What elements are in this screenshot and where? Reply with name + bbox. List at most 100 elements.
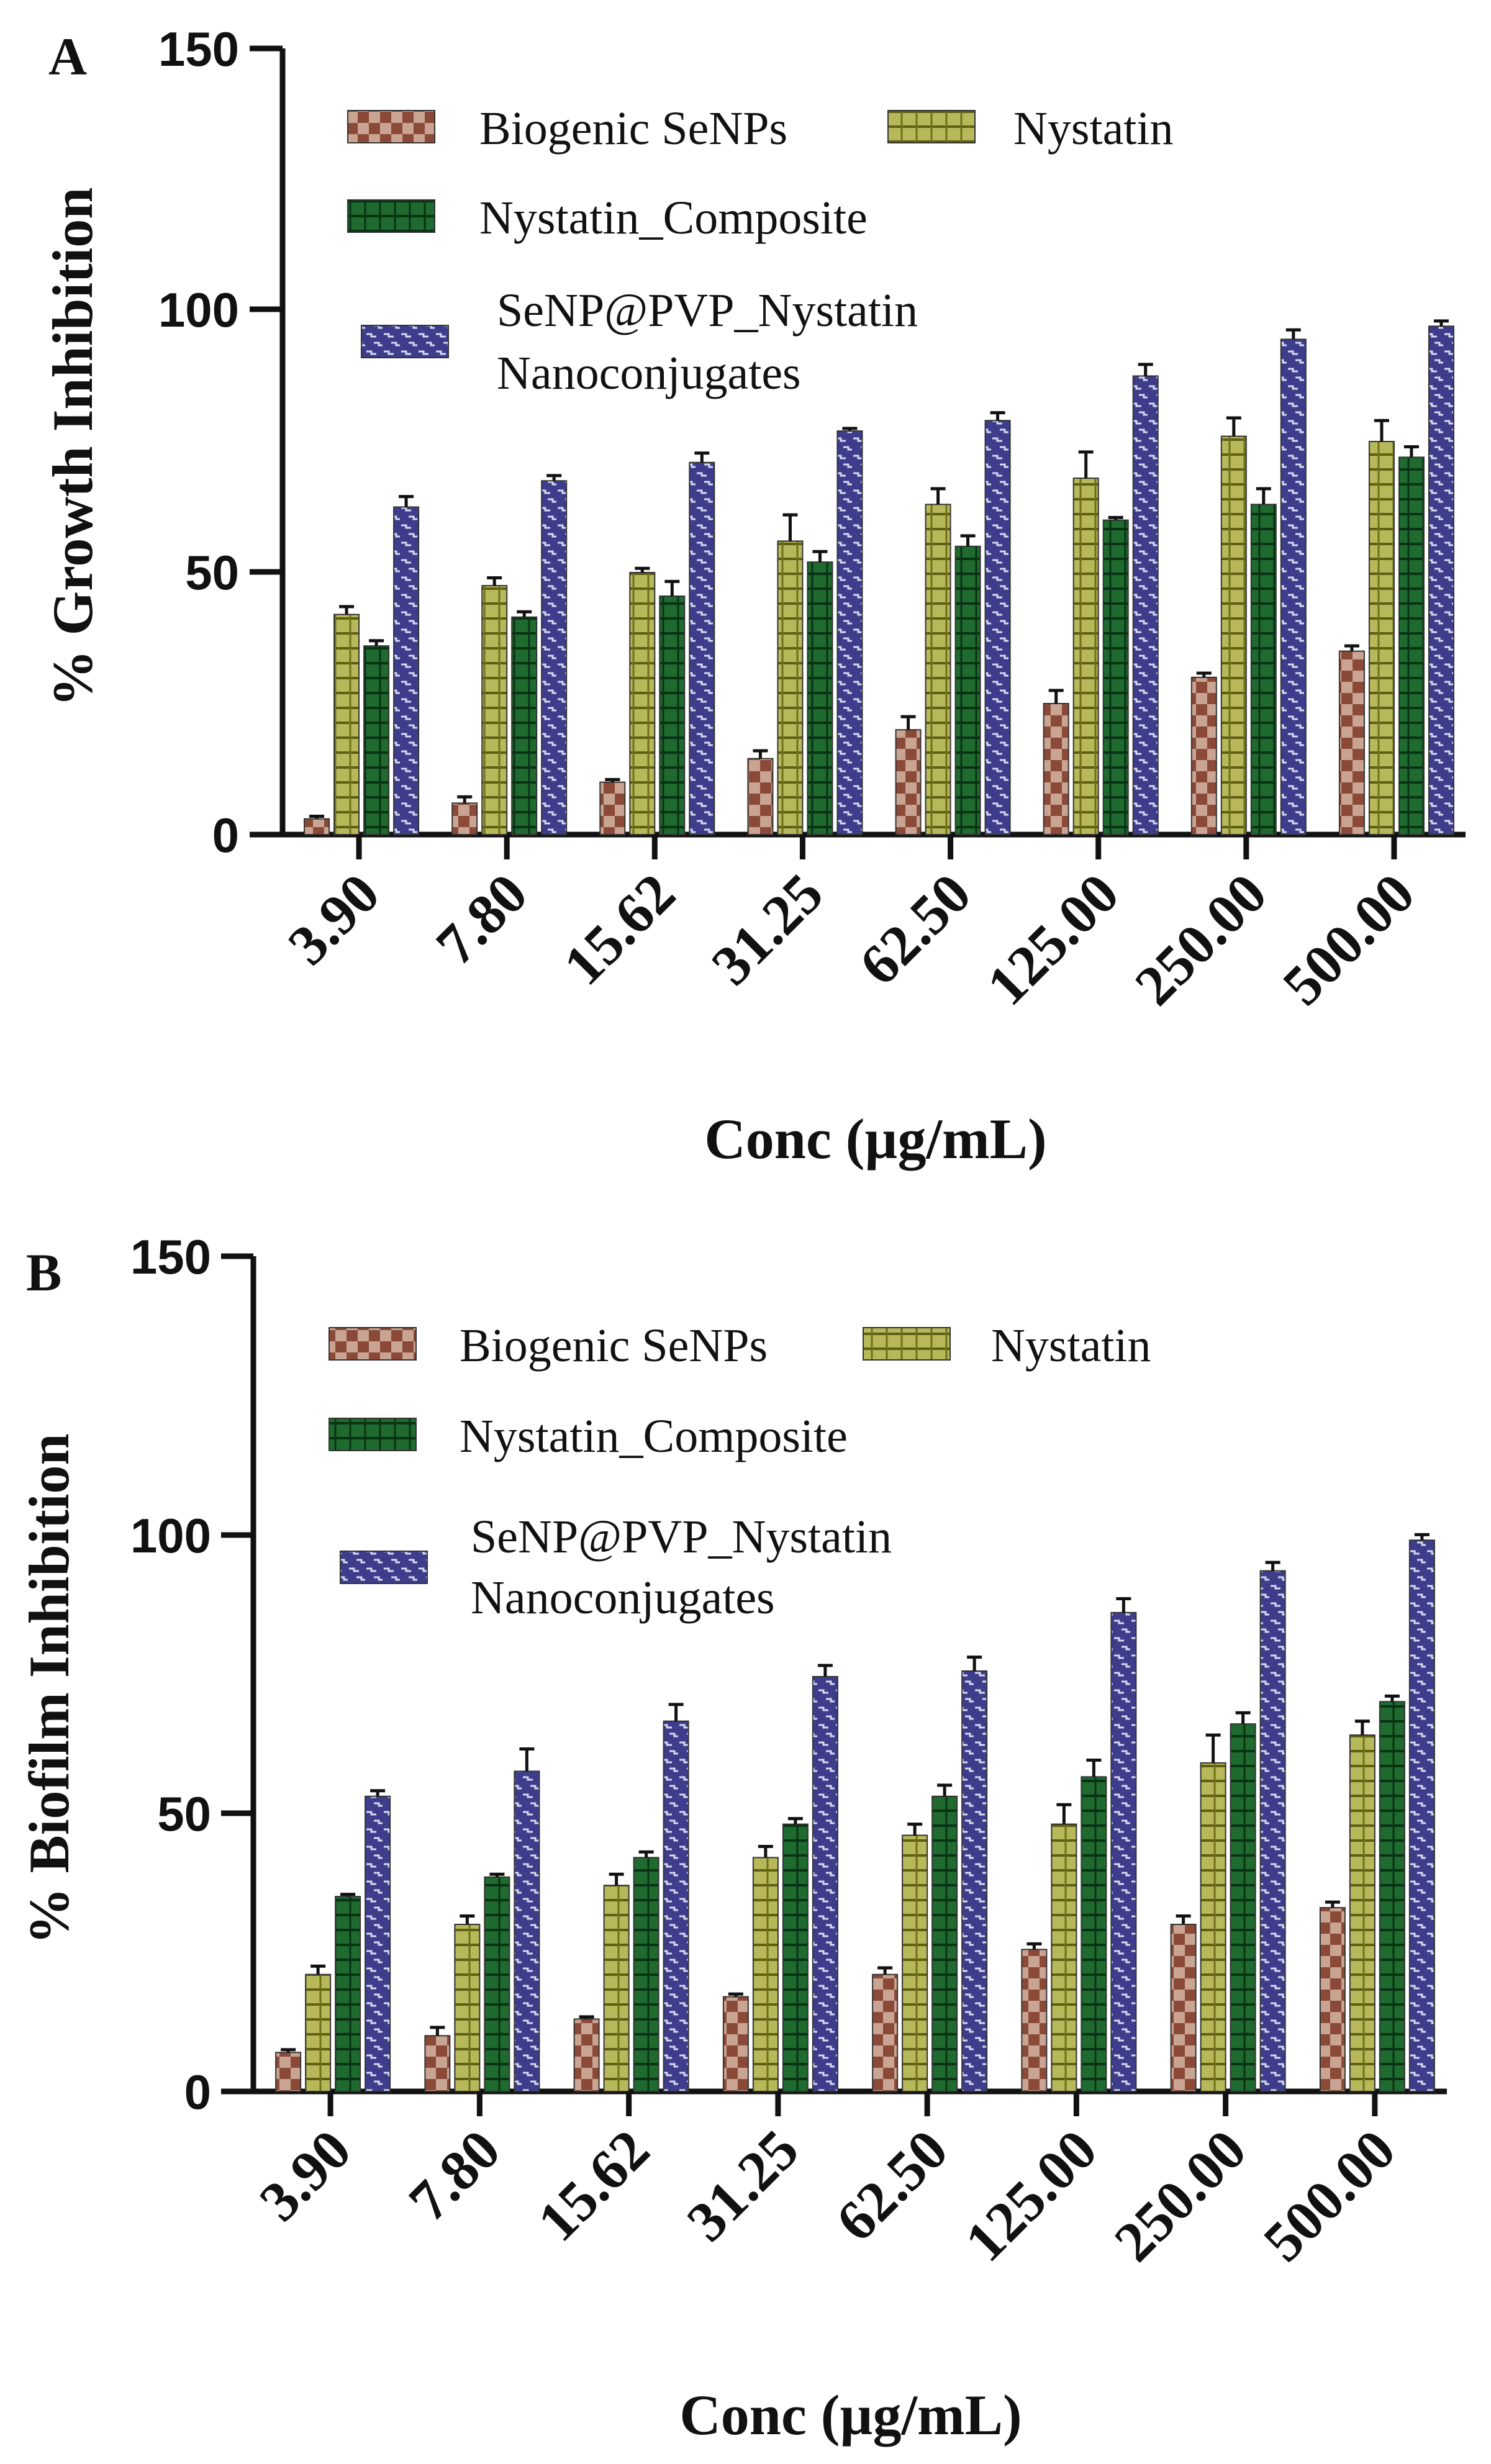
error-bar-nystatin-3.90 xyxy=(310,1964,326,1975)
bar-composite-7.80 xyxy=(484,1876,510,2093)
error-bar-conjugate-3.90 xyxy=(370,1789,386,1796)
bar-composite-62.50 xyxy=(954,545,981,835)
bar-senp-125.00 xyxy=(1021,1949,1048,2093)
error-bar-nystatin-62.50 xyxy=(907,1823,923,1836)
error-bar-conjugate-500.00 xyxy=(1414,1533,1430,1541)
bar-conjugate-3.90 xyxy=(393,506,420,835)
error-bar-conjugate-31.25 xyxy=(817,1664,833,1677)
bar-nystatin-31.25 xyxy=(777,540,804,835)
bar-conjugate-62.50 xyxy=(984,420,1011,835)
error-bar-senp-15.62 xyxy=(605,777,620,782)
x-tick-label: 500.00 xyxy=(1271,861,1426,1017)
bar-nystatin-3.90 xyxy=(333,614,360,836)
bar-nystatin-7.80 xyxy=(481,585,508,835)
error-bar-composite-3.90 xyxy=(340,1893,356,1897)
error-bar-conjugate-125.00 xyxy=(1138,363,1153,376)
panel-a: A 0 50 100 150 % Growth Inhibition 3.90 7… xyxy=(41,22,1466,1171)
error-bar-senp-15.62 xyxy=(579,2015,594,2019)
bar-conjugate-31.25 xyxy=(812,1675,838,2093)
bar-senp-7.80 xyxy=(424,2035,451,2092)
bars-a xyxy=(304,319,1454,836)
bar-conjugate-3.90 xyxy=(365,1795,391,2092)
error-bar-conjugate-7.80 xyxy=(519,1747,535,1772)
bar-nystatin-250.00 xyxy=(1220,435,1247,835)
legend-swatch-conjugate xyxy=(361,325,449,358)
bar-conjugate-7.80 xyxy=(514,1770,540,2093)
error-bar-composite-62.50 xyxy=(937,1783,953,1796)
x-tick-label: 250.00 xyxy=(1102,2118,1258,2273)
x-axis-title-a: Conc (µg/mL) xyxy=(704,1107,1046,1171)
bar-nystatin-7.80 xyxy=(454,1924,481,2092)
bar-conjugate-250.00 xyxy=(1259,1570,1286,2093)
error-bar-nystatin-31.25 xyxy=(782,513,798,541)
bar-composite-125.00 xyxy=(1081,1776,1107,2092)
bar-composite-125.00 xyxy=(1102,519,1129,835)
bar-conjugate-125.00 xyxy=(1110,1611,1137,2093)
bar-senp-15.62 xyxy=(599,781,626,835)
legend-swatch-senp xyxy=(329,1327,417,1361)
y-tick-label: 100 xyxy=(158,283,239,337)
legend-label: Nystatin xyxy=(1013,102,1174,155)
error-bar-senp-3.90 xyxy=(309,814,325,819)
bar-composite-15.62 xyxy=(633,1857,659,2092)
error-bar-senp-31.25 xyxy=(753,749,768,759)
legend-label: Nanoconjugates xyxy=(497,347,801,399)
x-tick-label: 3.90 xyxy=(276,861,391,977)
error-bar-conjugate-3.90 xyxy=(399,495,414,507)
x-axis-title-b: Conc (µg/mL) xyxy=(679,2383,1022,2447)
bar-composite-62.50 xyxy=(931,1795,958,2092)
y-tick-label: 0 xyxy=(212,808,239,863)
x-tick-label: 62.50 xyxy=(824,2118,959,2253)
error-bar-senp-3.90 xyxy=(281,2048,296,2053)
x-tick-label: 31.25 xyxy=(699,861,835,997)
x-tick-label: 3.90 xyxy=(247,2118,363,2233)
error-bar-conjugate-250.00 xyxy=(1285,328,1301,340)
x-tick-label: 31.25 xyxy=(675,2118,810,2253)
y-axis-title-a: % Growth Inhibition xyxy=(41,188,104,707)
error-bar-composite-500.00 xyxy=(1384,1694,1400,1702)
y-ticks-b: 0 50 100 150 xyxy=(130,1230,253,2119)
error-bar-composite-7.80 xyxy=(517,610,532,617)
error-bar-conjugate-125.00 xyxy=(1116,1597,1131,1613)
error-bar-composite-31.25 xyxy=(812,550,828,563)
error-bar-senp-7.80 xyxy=(457,795,473,804)
error-bar-composite-250.00 xyxy=(1256,487,1271,505)
bar-composite-15.62 xyxy=(659,595,686,835)
bar-senp-500.00 xyxy=(1319,1907,1346,2093)
y-tick-label: 50 xyxy=(185,545,239,600)
error-bar-nystatin-7.80 xyxy=(487,576,502,586)
x-tick-label: 250.00 xyxy=(1123,861,1279,1017)
x-ticks-b: 3.90 7.80 15.62 31.25 62.50125.00250.00500.0… xyxy=(247,2091,1407,2273)
x-tick-label: 7.80 xyxy=(424,861,539,977)
x-tick-label: 7.80 xyxy=(397,2118,512,2233)
error-bar-senp-250.00 xyxy=(1176,1914,1191,1924)
bar-senp-7.80 xyxy=(451,802,478,835)
bar-senp-250.00 xyxy=(1170,1924,1197,2092)
error-bar-nystatin-31.25 xyxy=(758,1844,773,1858)
bar-composite-31.25 xyxy=(807,561,833,835)
bar-composite-3.90 xyxy=(363,645,390,836)
error-bar-senp-62.50 xyxy=(900,715,916,730)
bar-nystatin-500.00 xyxy=(1349,1734,1375,2092)
legend-label: SeNP@PVP_Nystatin xyxy=(497,284,918,337)
error-bar-composite-15.62 xyxy=(664,579,680,596)
bar-nystatin-125.00 xyxy=(1072,478,1099,835)
error-bar-conjugate-15.62 xyxy=(668,1703,684,1721)
error-bar-nystatin-500.00 xyxy=(1374,419,1389,442)
bar-conjugate-15.62 xyxy=(689,461,715,835)
x-tick-label: 15.62 xyxy=(551,861,687,997)
y-axis-title-b: % Biofilm Inhibition xyxy=(17,1433,81,1944)
legend-b: Biogenic SeNPs Nystatin Nystatin_Composi… xyxy=(329,1320,1151,1624)
error-bar-composite-500.00 xyxy=(1403,445,1419,458)
bar-conjugate-62.50 xyxy=(961,1670,988,2092)
bar-composite-500.00 xyxy=(1379,1701,1405,2092)
bar-nystatin-500.00 xyxy=(1368,441,1395,835)
bar-senp-3.90 xyxy=(275,2052,302,2093)
bar-nystatin-3.90 xyxy=(305,1973,332,2092)
legend-swatch-senp xyxy=(347,110,435,143)
legend-swatch-composite xyxy=(347,199,435,233)
bar-nystatin-31.25 xyxy=(752,1857,779,2092)
error-bar-nystatin-125.00 xyxy=(1078,450,1094,479)
bar-senp-3.90 xyxy=(304,818,330,836)
